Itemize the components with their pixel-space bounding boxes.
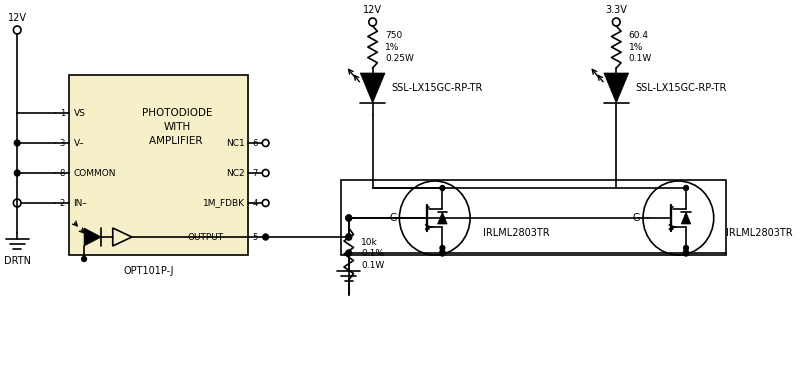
Text: 1M_FDBK: 1M_FDBK (202, 199, 245, 207)
Text: 2: 2 (60, 199, 65, 207)
Text: AMPLIFIER: AMPLIFIER (150, 136, 206, 146)
Polygon shape (438, 212, 447, 224)
Text: 1: 1 (60, 108, 65, 118)
Text: SSL-LX15GC-RP-TR: SSL-LX15GC-RP-TR (392, 83, 483, 93)
Circle shape (346, 234, 352, 240)
Text: G: G (633, 213, 640, 223)
Text: SSL-LX15GC-RP-TR: SSL-LX15GC-RP-TR (635, 83, 726, 93)
Circle shape (14, 170, 20, 176)
Text: 4: 4 (252, 199, 258, 207)
Circle shape (346, 215, 352, 221)
Polygon shape (682, 212, 691, 224)
Circle shape (440, 246, 445, 250)
Text: 3: 3 (59, 138, 65, 147)
Text: IRLML2803TR: IRLML2803TR (482, 228, 549, 238)
Text: PHOTODIODE: PHOTODIODE (142, 108, 213, 118)
Circle shape (346, 215, 352, 221)
Text: 6: 6 (252, 138, 258, 147)
Text: 12V: 12V (363, 5, 382, 15)
Text: 12V: 12V (8, 13, 26, 23)
Circle shape (14, 140, 20, 146)
Text: G: G (389, 213, 397, 223)
Text: 8: 8 (59, 169, 65, 177)
Polygon shape (360, 73, 385, 103)
Polygon shape (604, 73, 629, 103)
Text: IRLML2803TR: IRLML2803TR (726, 228, 793, 238)
Text: 5: 5 (252, 233, 258, 242)
FancyBboxPatch shape (69, 75, 249, 255)
Text: COMMON: COMMON (74, 169, 116, 177)
Text: DRTN: DRTN (4, 256, 30, 266)
Text: OPT101P-J: OPT101P-J (124, 266, 174, 276)
Text: VS: VS (74, 108, 86, 118)
Text: NC1: NC1 (226, 138, 245, 147)
Circle shape (684, 246, 689, 250)
Circle shape (439, 250, 446, 256)
Circle shape (684, 185, 689, 191)
Text: WITH: WITH (164, 122, 191, 132)
Text: V–: V– (74, 138, 84, 147)
Polygon shape (84, 228, 102, 246)
Text: IN–: IN– (74, 199, 87, 207)
Circle shape (346, 250, 352, 256)
Text: 750
1%
0.25W: 750 1% 0.25W (385, 31, 414, 63)
Text: 60.4
1%
0.1W: 60.4 1% 0.1W (629, 31, 652, 63)
Text: 7: 7 (252, 169, 258, 177)
Circle shape (683, 250, 689, 256)
Circle shape (346, 234, 352, 240)
Circle shape (82, 257, 86, 261)
Text: 10k
0.1%
0.1W: 10k 0.1% 0.1W (361, 238, 385, 270)
Circle shape (262, 234, 269, 240)
Text: NC2: NC2 (226, 169, 245, 177)
Circle shape (440, 185, 445, 191)
Text: 3.3V: 3.3V (606, 5, 627, 15)
Text: OUTPUT: OUTPUT (187, 233, 223, 242)
